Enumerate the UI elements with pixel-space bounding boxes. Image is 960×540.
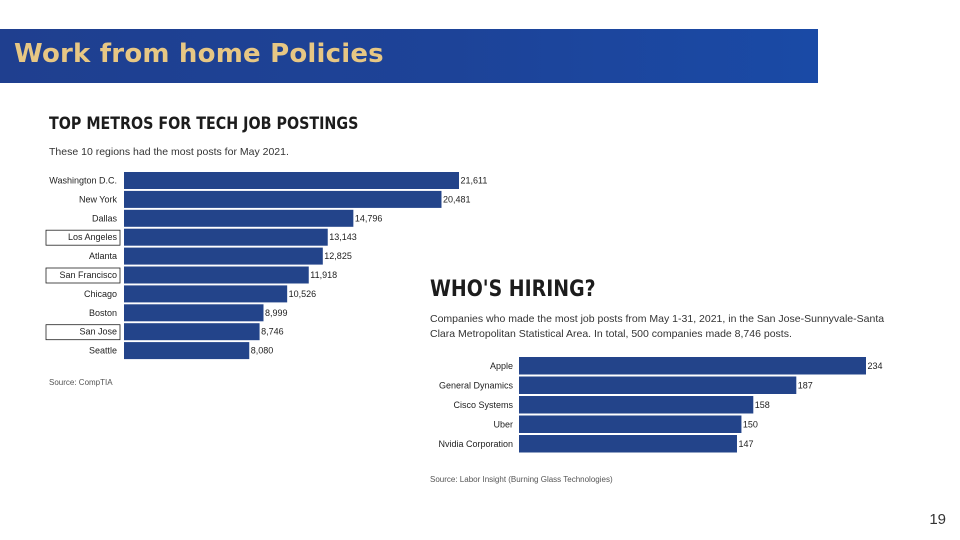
highlight-box-san-jose: [45, 324, 121, 341]
bar-general-dynamics: [519, 376, 797, 394]
value-label-uber: 150: [743, 419, 758, 429]
category-label-dallas: Dallas: [92, 213, 118, 223]
category-label-new-york: New York: [79, 194, 118, 204]
value-label-nvidia-corporation: 147: [738, 439, 753, 449]
chart-source-whos-hiring: Source: Labor Insight (Burning Glass Tec…: [430, 475, 613, 484]
value-label-chicago: 10,526: [289, 289, 317, 299]
value-label-san-jose: 8,746: [261, 327, 284, 337]
value-label-dallas: 14,796: [355, 213, 383, 223]
category-label-seattle: Seattle: [89, 346, 117, 356]
value-label-general-dynamics: 187: [798, 380, 813, 390]
chart-source-top-metros: Source: CompTIA: [49, 378, 113, 387]
category-label-san-francisco: San Francisco: [59, 270, 117, 280]
highlight-box-san-francisco: [45, 267, 121, 284]
highlight-box-los-angeles: [45, 229, 121, 246]
bar-los-angeles: [124, 228, 328, 246]
chart-subtitle-whos-hiring: Companies who made the most job posts fr…: [430, 313, 885, 340]
chart-title-top-metros: TOP METROS FOR TECH JOB POSTINGS: [49, 114, 359, 134]
bar-nvidia-corporation: [519, 435, 737, 453]
bar-atlanta: [124, 247, 323, 265]
category-label-chicago: Chicago: [84, 289, 117, 299]
bar-new-york: [124, 190, 442, 208]
category-label-nvidia-corporation: Nvidia Corporation: [438, 439, 513, 449]
slide-title: Work from home Policies: [14, 39, 384, 69]
category-label-cisco-systems: Cisco Systems: [453, 400, 513, 410]
category-label-washington-d-c: Washington D.C.: [49, 176, 117, 186]
page-number: 19: [929, 511, 946, 528]
category-label-general-dynamics: General Dynamics: [439, 380, 514, 390]
value-label-seattle: 8,080: [251, 346, 274, 356]
bar-boston: [124, 304, 264, 322]
value-label-apple: 234: [868, 361, 883, 371]
chart-subtitle-top-metros: These 10 regions had the most posts for …: [49, 146, 289, 158]
chart-top-metros: Washington D.C. 21,611 New York 20,481 Dalla…: [45, 172, 488, 360]
value-label-washington-d-c: 21,611: [461, 176, 488, 186]
bar-uber: [519, 415, 742, 433]
category-label-apple: Apple: [490, 361, 513, 371]
bar-san-francisco: [124, 266, 309, 284]
value-label-boston: 8,999: [265, 308, 288, 318]
slide-title-bar: Work from home Policies: [0, 29, 818, 83]
bar-washington-d-c: [124, 172, 459, 189]
chart-title-whos-hiring: WHO'S HIRING?: [430, 277, 596, 302]
bar-dallas: [124, 209, 354, 227]
bar-chicago: [124, 285, 288, 303]
value-label-atlanta: 12,825: [324, 251, 352, 261]
bar-san-jose: [124, 323, 260, 341]
bar-seattle: [124, 342, 250, 360]
category-label-los-angeles: Los Angeles: [68, 232, 118, 242]
value-label-san-francisco: 11,918: [310, 270, 337, 280]
value-label-new-york: 20,481: [443, 194, 471, 204]
category-label-boston: Boston: [89, 308, 117, 318]
category-label-atlanta: Atlanta: [89, 251, 117, 261]
bar-cisco-systems: [519, 396, 754, 414]
chart-whos-hiring: Apple 234 General Dynamics 187 Cisco Systems…: [438, 357, 883, 453]
category-label-uber: Uber: [493, 419, 513, 429]
value-label-los-angeles: 13,143: [329, 232, 357, 242]
value-label-cisco-systems: 158: [755, 400, 770, 410]
category-label-san-jose: San Jose: [79, 327, 117, 337]
bar-apple: [519, 357, 866, 375]
